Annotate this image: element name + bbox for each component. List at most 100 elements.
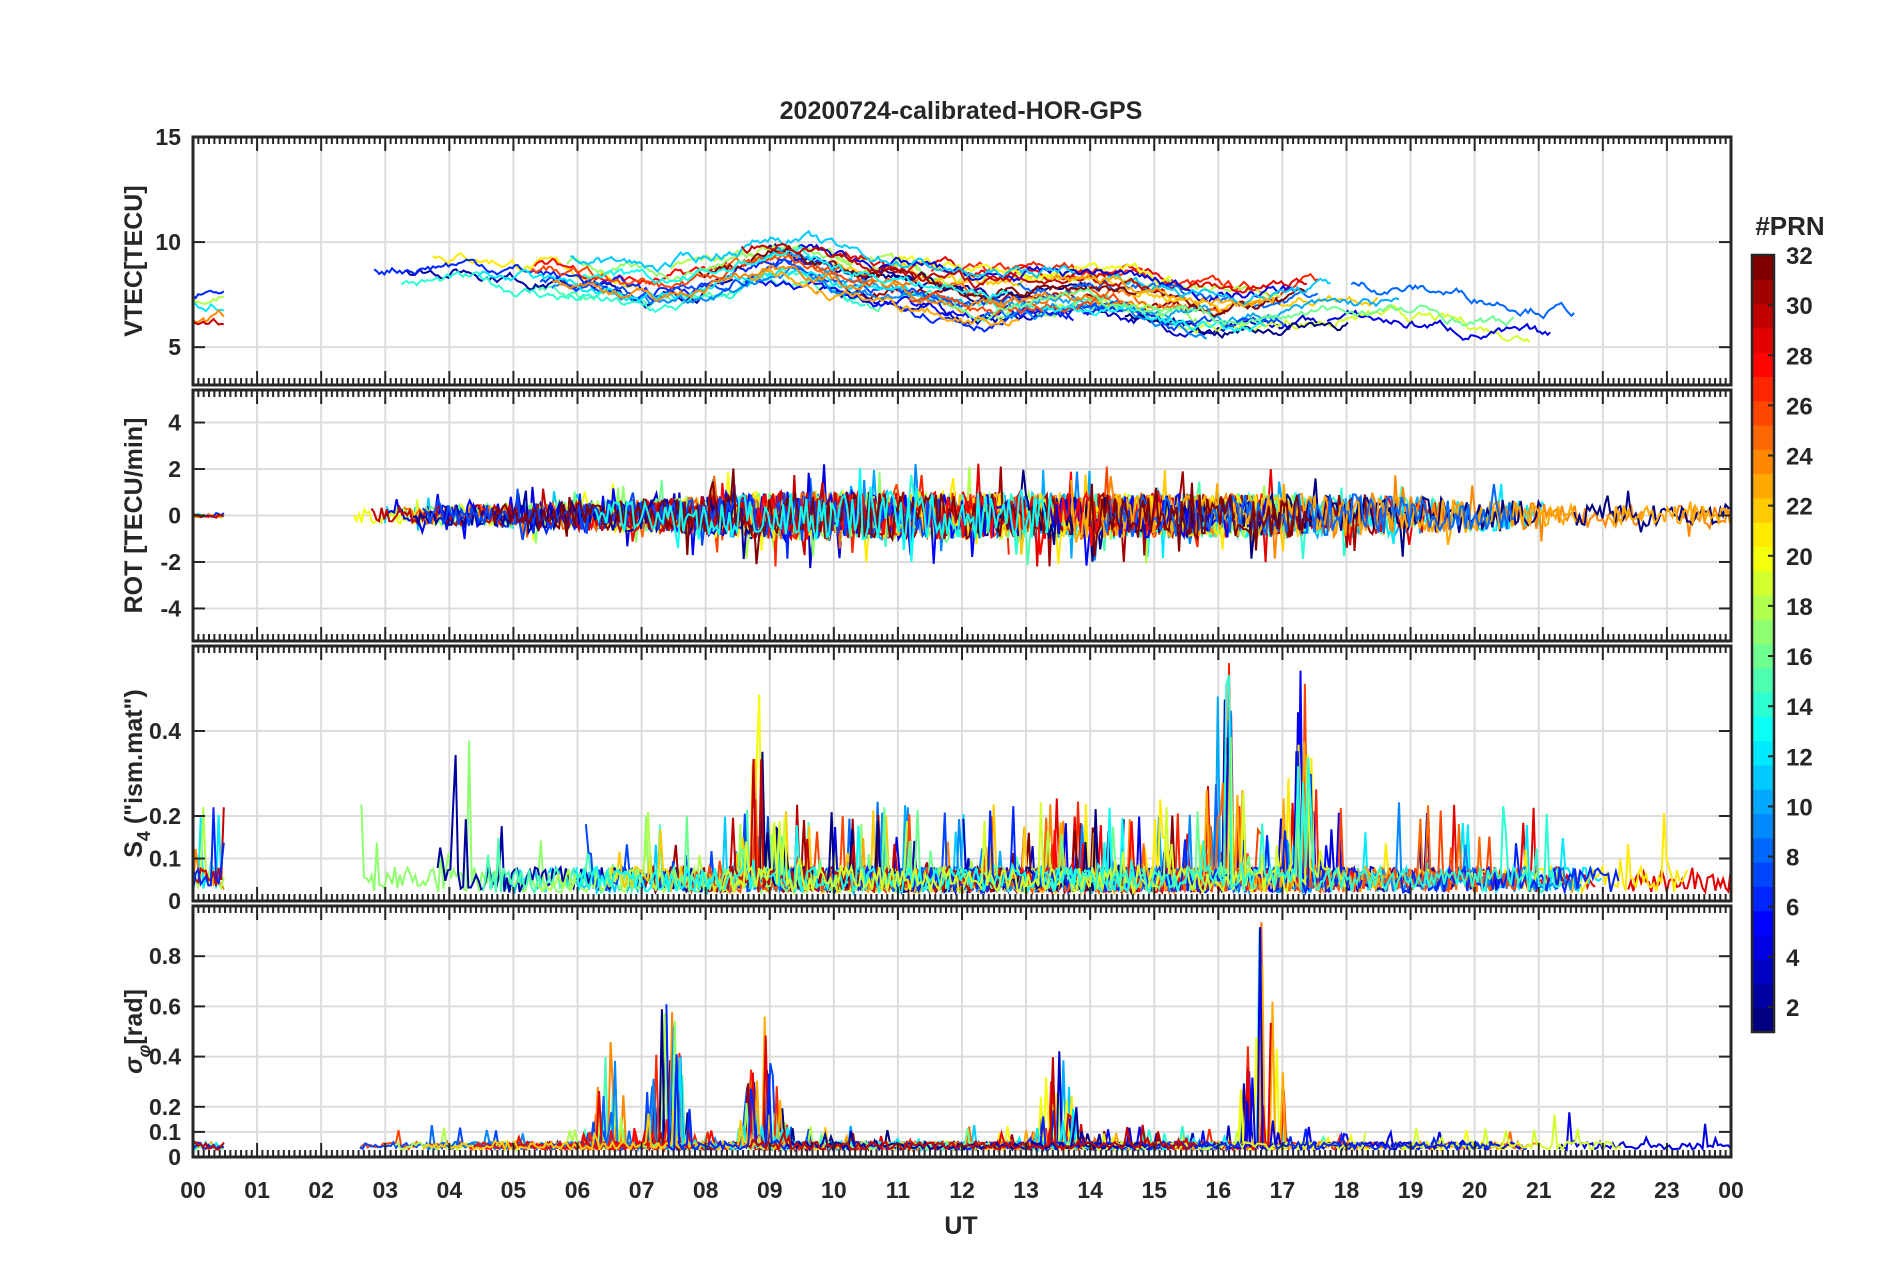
axes: 5 10 15	[155, 124, 1733, 387]
colorbar-swatch	[1752, 643, 1774, 669]
x-axis-label: UT	[944, 1212, 977, 1240]
colorbar-swatch	[1752, 959, 1774, 985]
colorbar-tick-label: 28	[1786, 343, 1813, 370]
colorbar-tick-label: 2	[1786, 995, 1799, 1022]
y-tick-label: 10	[155, 229, 181, 255]
colorbar-tick-label: 14	[1786, 694, 1813, 721]
series-prn-28	[533, 257, 728, 286]
y-tick-label: 0	[168, 888, 181, 914]
series-prn-12	[477, 268, 909, 304]
series-prn-30	[192, 807, 225, 887]
series-prn-1	[976, 469, 1542, 562]
x-tick-label: 09	[757, 1177, 783, 1203]
series-prn-8	[1350, 281, 1575, 320]
series-prn-18	[192, 295, 224, 305]
colorbar-tick-label: 8	[1786, 845, 1799, 872]
x-tick-label: 15	[1141, 1177, 1167, 1203]
series-prn-6	[192, 289, 225, 300]
x-tick-label: 00	[180, 1177, 206, 1203]
x-axis: 00 01 02 03 04 05 06 07 08 09 10 11 12 13 14 15 16 17 18 19…	[180, 1177, 1744, 1203]
series-prn-30	[192, 317, 224, 326]
series-prn-13	[1041, 304, 1266, 334]
y-tick-label: -4	[161, 595, 182, 621]
series-prn-19	[719, 736, 1347, 896]
y-tick-label: 0	[168, 1144, 181, 1170]
x-tick-label: 18	[1334, 1177, 1360, 1203]
x-tick-label: 21	[1526, 1177, 1552, 1203]
y-tick-label: 0.8	[149, 943, 181, 969]
series-prn-24	[552, 264, 1140, 314]
colorbar-tick-label: 4	[1786, 945, 1800, 972]
y-tick-label: 0.2	[149, 1094, 181, 1120]
colorbar-tick-label: 24	[1786, 444, 1813, 471]
series-prn-24	[192, 512, 225, 519]
colorbar-tick-label: 12	[1786, 744, 1813, 771]
series-prn-26	[530, 251, 875, 290]
x-tick-label: 01	[244, 1177, 270, 1203]
colorbar-swatch	[1752, 789, 1774, 815]
colorbar-swatch	[1752, 449, 1774, 475]
y-tick-label: 0.6	[149, 993, 181, 1019]
series-prn-14	[1043, 675, 1563, 895]
y-axis-label-rot: ROT [TECU/min]	[120, 418, 148, 614]
x-tick-label: 06	[565, 1177, 591, 1203]
y-tick-label: 0.4	[149, 718, 181, 744]
y-tick-label: 5	[168, 334, 181, 360]
series-prn-6	[192, 807, 225, 892]
x-tick-label: 11	[886, 1177, 911, 1203]
series-prn-30	[747, 1057, 1198, 1153]
series-prn-6	[899, 305, 1124, 333]
y-axis-label-vtec: VTEC[TECU]	[120, 185, 148, 336]
series-prn-6	[1274, 1128, 1499, 1152]
series-prn-4	[1326, 309, 1551, 341]
colorbar-swatch	[1752, 813, 1774, 839]
series-prn-7	[1061, 300, 1285, 332]
colorbar-swatch	[1752, 279, 1774, 305]
colorbar-tick-label: 26	[1786, 393, 1813, 420]
x-tick-label: 02	[308, 1177, 334, 1203]
colorbar-swatch	[1752, 740, 1774, 766]
colorbar-swatch	[1752, 303, 1774, 329]
series-prn-23	[1607, 501, 1729, 528]
axes: 0 0.1 0.2 0.4	[149, 644, 1733, 914]
y-tick-label: 0.2	[149, 803, 181, 829]
series-prn-11	[570, 229, 1076, 279]
colorbar-tick-label: 30	[1786, 293, 1813, 320]
series-prn-16	[951, 287, 1515, 327]
panel-rot: -4 -2 0 2 4 ROT [TECU/min]	[120, 388, 1733, 643]
x-tick-label: 23	[1654, 1177, 1680, 1203]
panel-s4: 0 0.1 0.2 0.4S4 ("ism.mat")	[120, 644, 1733, 914]
colorbar-swatch	[1752, 619, 1774, 645]
colorbar-swatch	[1752, 910, 1774, 936]
series-prn-30	[192, 1140, 225, 1151]
colorbar-swatch	[1752, 522, 1774, 547]
x-tick-label: 22	[1590, 1177, 1616, 1203]
series-prn-13	[595, 468, 1054, 562]
colorbar-swatch	[1752, 570, 1774, 596]
x-tick-label: 07	[629, 1177, 655, 1203]
colorbar-tick-label: 20	[1786, 544, 1813, 571]
y-axis-label-s4: S4 ("ism.mat")	[120, 689, 154, 858]
colorbar-swatch	[1752, 837, 1774, 863]
colorbar-swatch	[1752, 716, 1774, 742]
x-tick-label: 16	[1206, 1177, 1232, 1203]
colorbar-swatch	[1752, 983, 1774, 1009]
x-tick-label: 13	[1013, 1177, 1039, 1203]
y-tick-label: 0.1	[149, 846, 181, 872]
series-prn-23	[749, 268, 1020, 327]
y-tick-label: 0.1	[149, 1119, 181, 1145]
colorbar-swatch	[1752, 692, 1774, 717]
colorbar-swatch	[1752, 327, 1774, 353]
colorbar-swatch	[1752, 667, 1774, 693]
colorbar-swatch	[1752, 862, 1774, 887]
colorbar-tick-label: 6	[1786, 895, 1799, 922]
x-tick-label: 03	[372, 1177, 398, 1203]
colorbar-swatch	[1752, 424, 1774, 450]
panel-sigma_phi: 00.10.2 0.4 0.6 0.8 σφ[rad]	[120, 904, 1733, 1170]
colorbar-swatch	[1752, 886, 1774, 912]
y-tick-label: 0	[168, 503, 181, 529]
series-group	[192, 229, 1575, 343]
colorbar-title: #PRN	[1755, 211, 1824, 241]
